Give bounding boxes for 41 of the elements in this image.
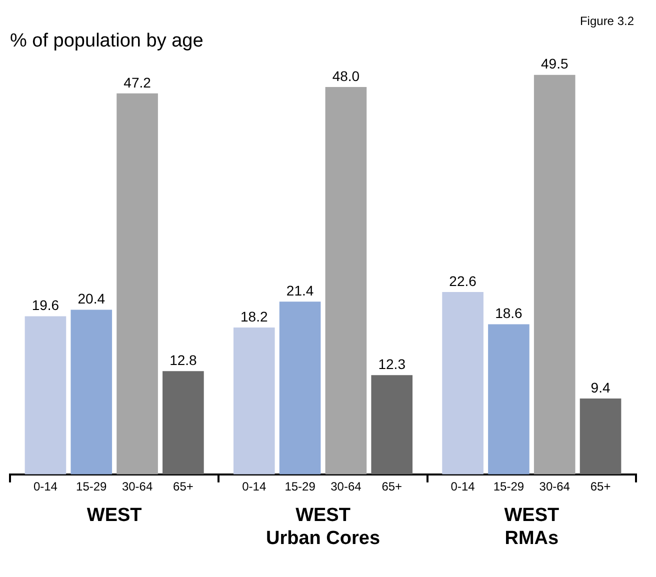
bar: [279, 302, 321, 474]
data-label: 22.6: [449, 272, 477, 289]
data-label: 21.4: [286, 282, 314, 299]
bar: [580, 398, 622, 474]
text: 0-14: [242, 480, 266, 494]
series-label: 0-14: [33, 480, 58, 494]
bar: [233, 327, 275, 474]
series-label: 30-64: [122, 480, 153, 494]
text: 65+: [382, 480, 402, 494]
data-label: 49.5: [540, 56, 568, 72]
x-tick-label: WEST: [86, 505, 142, 526]
bar: [24, 316, 66, 474]
text: 0-14: [450, 480, 475, 494]
text: 30-64: [330, 480, 362, 494]
data-label: 18.2: [240, 308, 268, 324]
data-label: 48.0: [332, 68, 360, 84]
bar: [371, 375, 413, 474]
text: 30-64: [539, 480, 570, 494]
bar: [162, 371, 204, 474]
x-tick-label: WEST RMAs: [504, 505, 560, 549]
text: 65+: [590, 480, 611, 494]
series-label: 15-29: [76, 480, 108, 494]
data-label: 12.3: [378, 356, 406, 372]
bar: [488, 324, 530, 474]
text: 15-29: [284, 480, 316, 494]
series-label: 65+: [173, 480, 194, 494]
bar: [442, 292, 484, 474]
data-label: 47.2: [124, 74, 152, 90]
bar: [534, 74, 576, 474]
bar: [70, 310, 112, 474]
data-label: 9.4: [590, 379, 610, 396]
caption: Figure 3.2: [580, 14, 634, 28]
x-tick-label: WEST Urban Cores: [266, 505, 380, 549]
data-label: 12.8: [170, 352, 198, 368]
data-label: 20.4: [78, 290, 106, 307]
bar: [116, 93, 158, 474]
text: 15-29: [493, 480, 524, 494]
data-label: 18.6: [495, 305, 523, 322]
data-label: 19.6: [32, 297, 60, 314]
chart-title: % of population by age: [10, 30, 204, 52]
bar: [325, 86, 367, 474]
